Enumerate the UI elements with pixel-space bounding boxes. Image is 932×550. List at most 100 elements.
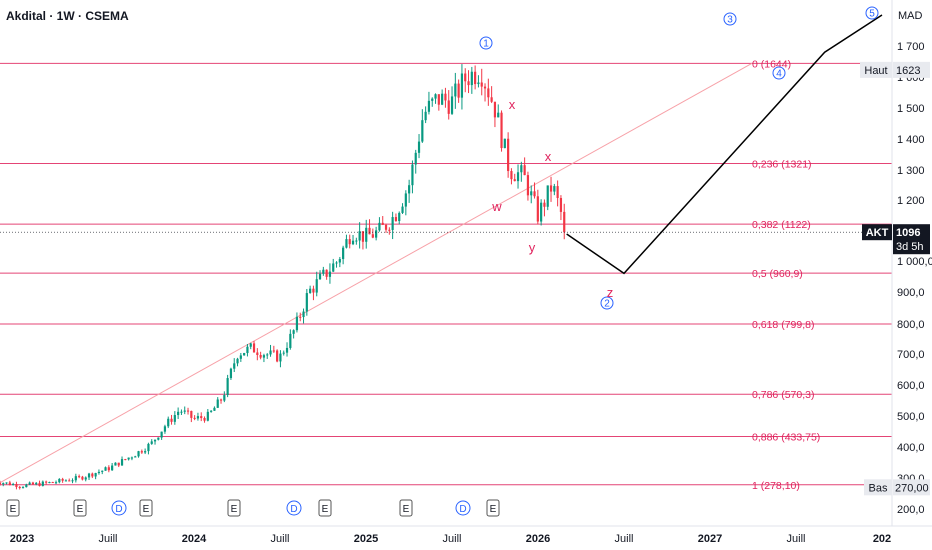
earnings-marker[interactable]: [73, 499, 87, 517]
y-tick-label: 1 000,0: [897, 256, 932, 268]
fib-level-label: 0,382 (1122): [752, 219, 811, 231]
candle-body: [163, 426, 167, 432]
candle-body: [457, 83, 460, 98]
candle-body: [358, 231, 361, 241]
fib-level-label: 0,5 (960,9): [752, 268, 803, 280]
x-tick-label: 2024: [182, 533, 207, 545]
wave-number-circle: [479, 36, 493, 50]
candle-body: [411, 164, 414, 186]
candle-body: [477, 82, 480, 85]
dividend-marker[interactable]: [286, 500, 302, 516]
candle-body: [111, 465, 114, 471]
candle-body: [536, 196, 539, 222]
candle-body: [437, 94, 440, 105]
candle-body: [54, 482, 58, 484]
earnings-marker[interactable]: [399, 499, 413, 517]
candle-body: [378, 222, 381, 231]
current-price-box: [893, 224, 930, 255]
candle-body: [404, 193, 407, 207]
dividend-marker-label: D: [115, 504, 122, 515]
candle-body: [523, 165, 526, 176]
candle-body: [239, 355, 242, 359]
y-tick-label: 1 400: [897, 134, 925, 146]
candle-body: [355, 240, 358, 242]
earnings-marker[interactable]: [318, 499, 332, 517]
candle-body: [64, 480, 68, 482]
candle-body: [487, 88, 490, 98]
candle-body: [503, 138, 506, 149]
wave-number-circle: [772, 66, 786, 80]
symbol-tag-box[interactable]: [862, 224, 892, 241]
candle-body: [444, 93, 447, 101]
candle-body: [325, 269, 328, 277]
dividend-marker-label: D: [459, 504, 466, 515]
candle-body: [447, 100, 450, 114]
candle-body: [41, 481, 44, 486]
candle-body: [371, 234, 374, 238]
candle-body: [157, 437, 160, 440]
candle-body: [553, 186, 556, 192]
currency-label: MAD: [898, 10, 923, 22]
candle-body: [196, 416, 200, 419]
candle-body: [147, 443, 150, 452]
y-tick-label: 1 700: [897, 41, 925, 53]
candle-body: [332, 263, 335, 272]
candle-body: [114, 462, 117, 466]
candle-body: [97, 471, 101, 474]
candle-body: [15, 484, 18, 488]
fib-trend-line[interactable]: [0, 62, 753, 484]
candle-body: [556, 186, 559, 198]
wave-number-circle: [865, 6, 879, 20]
candle-body: [193, 417, 196, 419]
candle-body: [559, 197, 563, 212]
candle-body: [292, 330, 295, 334]
wave-number-label: 3: [727, 15, 733, 26]
candle-body: [549, 185, 553, 192]
earnings-marker[interactable]: [227, 499, 241, 517]
candle-body: [526, 175, 530, 196]
bar-countdown: 3d 5h: [896, 241, 924, 253]
dividend-marker[interactable]: [455, 500, 471, 516]
candle-body: [236, 358, 239, 364]
candle-body: [107, 467, 110, 471]
symbol-tag: AKT: [866, 227, 889, 239]
candle-body: [543, 202, 546, 207]
wave-number-circle: [723, 12, 737, 26]
candle-body: [8, 482, 11, 486]
y-tick-label: 600,0: [897, 380, 925, 392]
low-value-box: [893, 479, 930, 496]
candle-body: [249, 343, 252, 347]
candle-body: [223, 395, 226, 401]
candle-body: [464, 73, 467, 82]
low-value: 270,00: [895, 482, 929, 494]
x-tick-label: Juill: [615, 533, 634, 545]
wave-number-label: 4: [776, 69, 782, 80]
candle-body: [104, 467, 107, 471]
candle-body: [467, 81, 470, 86]
dividend-marker[interactable]: [111, 500, 127, 516]
candle-body: [302, 311, 305, 318]
candle-body: [87, 473, 91, 478]
candle-body: [120, 459, 124, 466]
candle-body: [500, 112, 503, 149]
candle-body: [177, 411, 180, 416]
candle-body: [516, 172, 520, 182]
candle-body: [74, 476, 77, 481]
y-tick-label: 1 300: [897, 165, 925, 177]
earnings-marker[interactable]: [486, 499, 500, 517]
earnings-marker[interactable]: [6, 499, 20, 517]
elliott-projection-path[interactable]: [566, 14, 883, 275]
candle-body: [312, 288, 315, 293]
earnings-marker[interactable]: [139, 499, 153, 517]
candle-body: [381, 222, 384, 225]
candle-body: [78, 476, 81, 478]
candle-body: [282, 352, 285, 354]
candle-body: [493, 101, 497, 118]
high-label-box: [860, 61, 892, 78]
candle-body: [12, 484, 15, 486]
current-price-value: 1096: [896, 227, 920, 239]
fib-level-label: 0,618 (799,8): [752, 319, 814, 331]
candle-body: [483, 86, 487, 89]
wave-letter-label: x: [509, 97, 516, 112]
